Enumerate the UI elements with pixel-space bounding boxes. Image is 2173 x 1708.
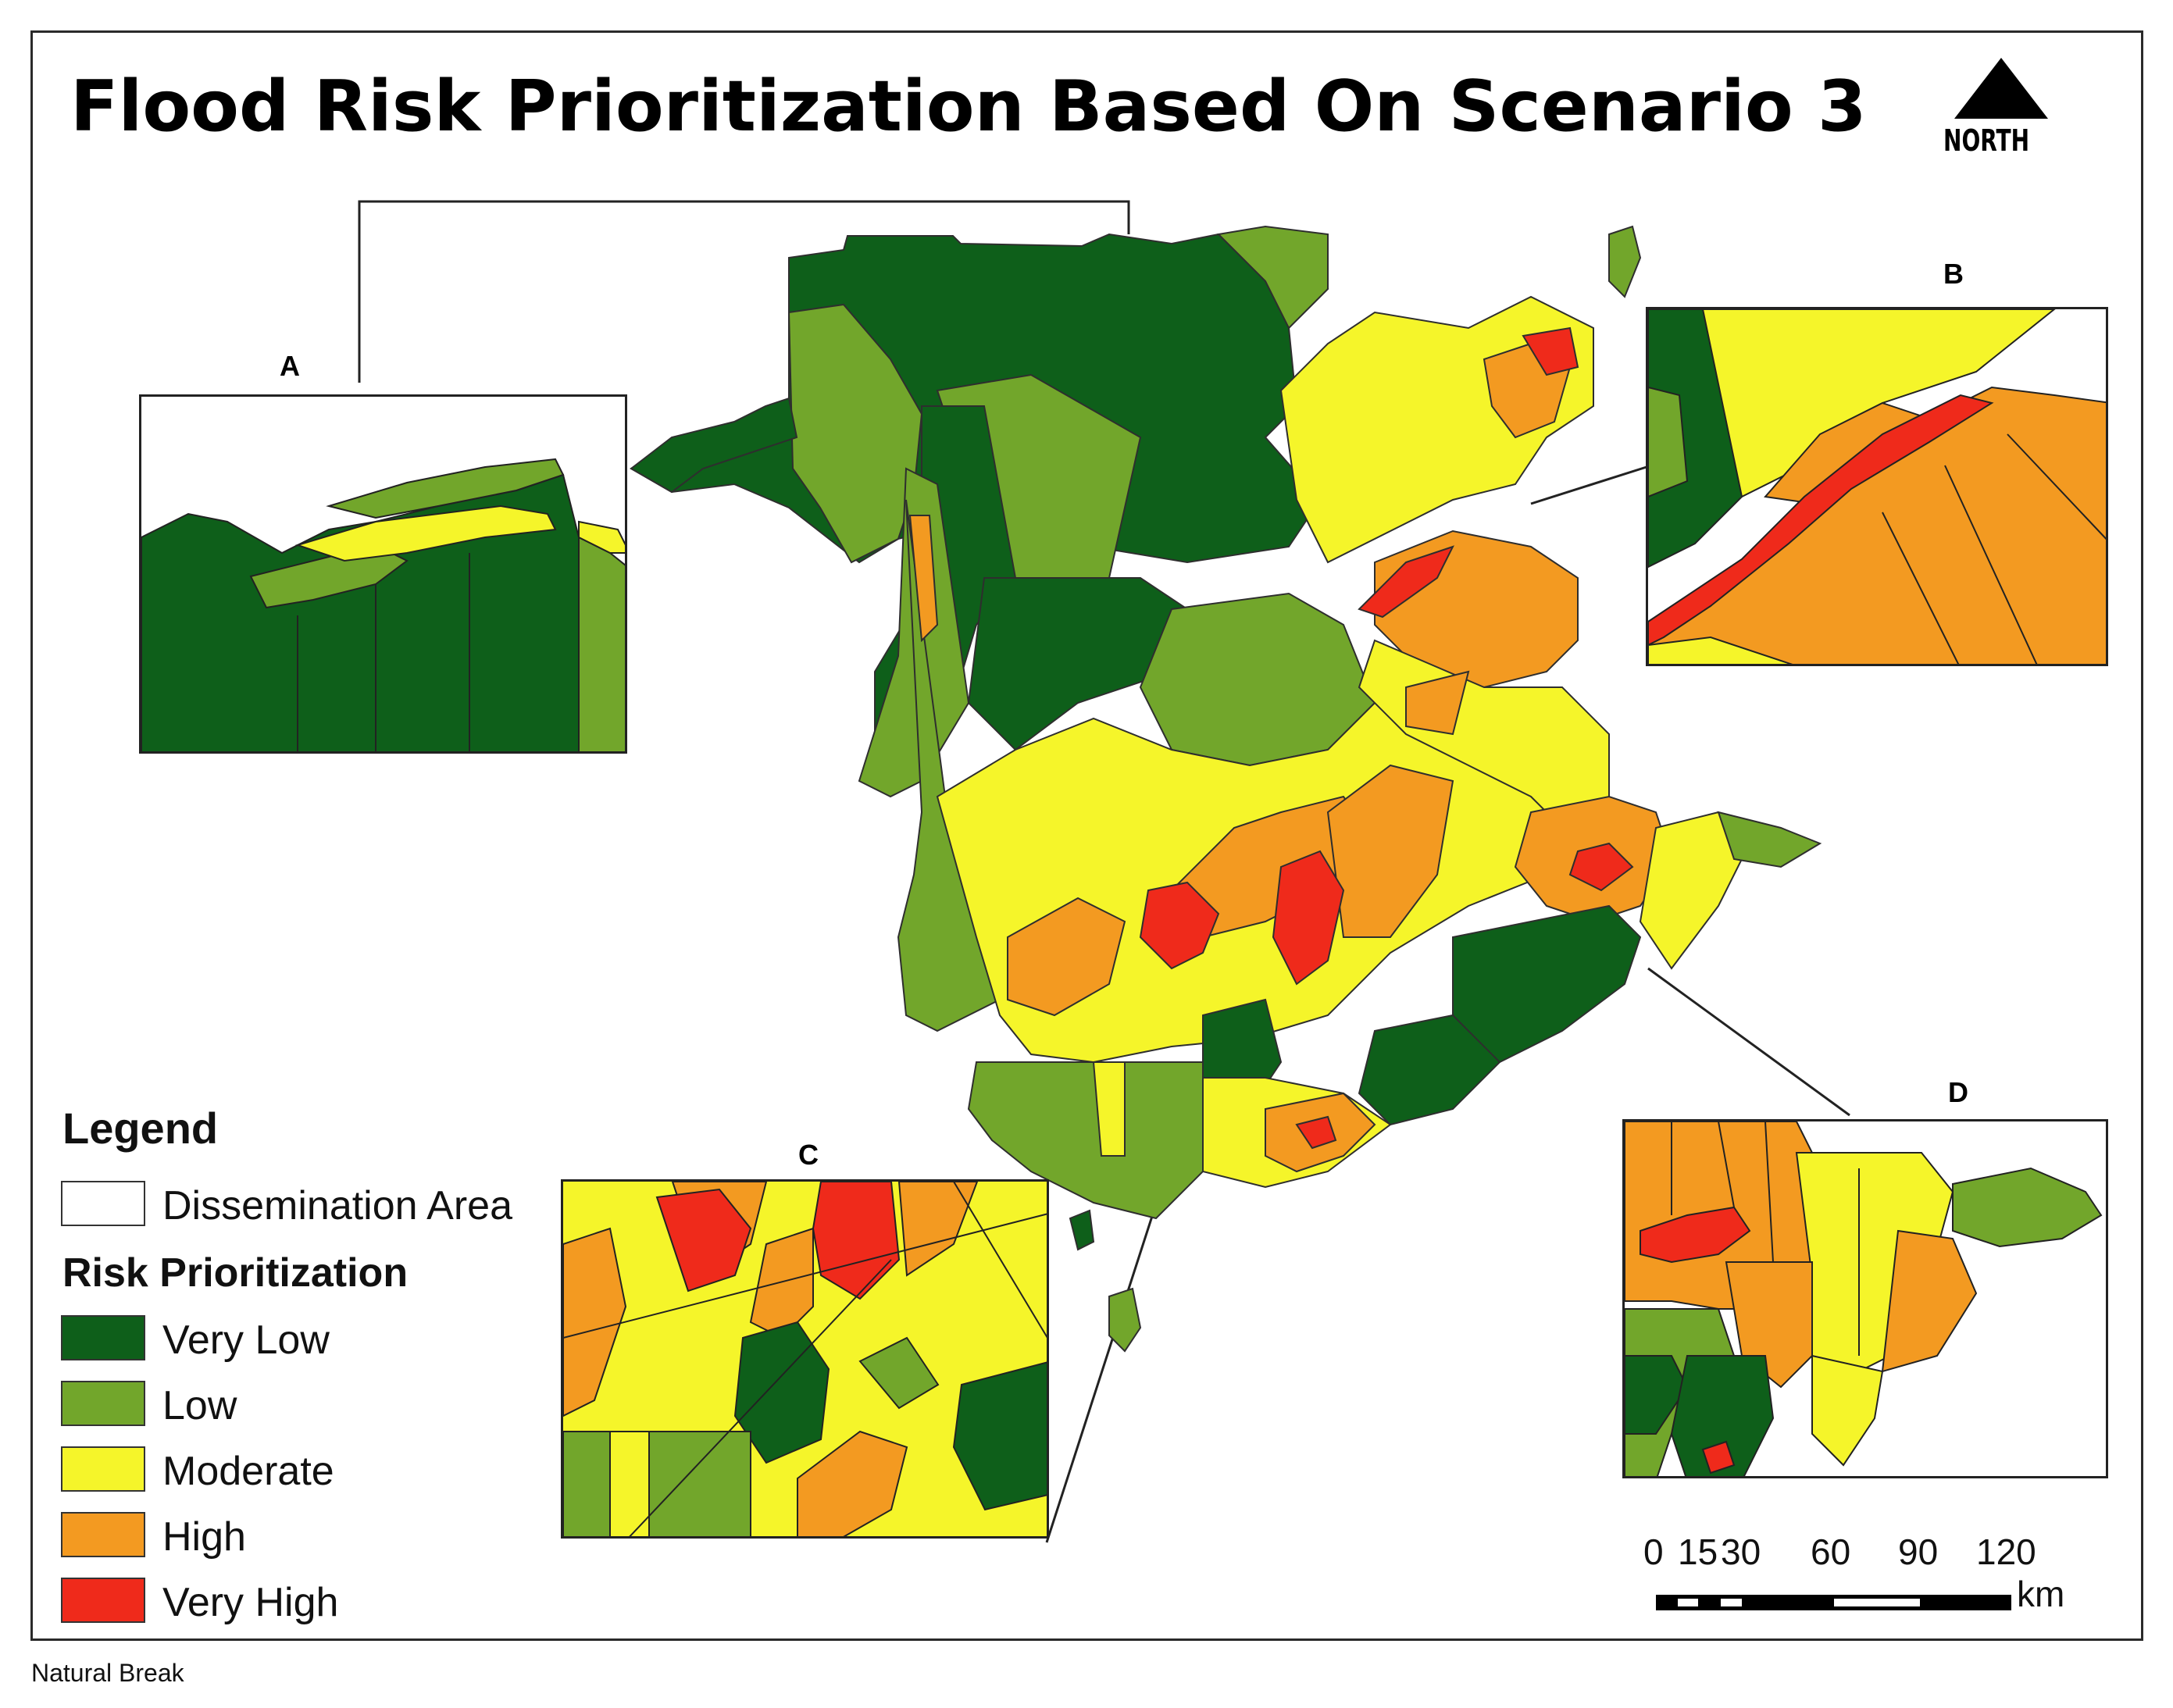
region-mid-high-1 xyxy=(1007,897,1126,1017)
inset-b xyxy=(1646,307,2108,666)
legend-label: Dissemination Area xyxy=(162,1183,512,1228)
legend-swatch-moderate xyxy=(61,1446,145,1492)
north-label: NORTH xyxy=(1943,123,2030,158)
region-campobello-island xyxy=(1069,1209,1095,1251)
region-fredericton-very-high xyxy=(1139,881,1220,970)
scale-tick: 60 xyxy=(1811,1531,1851,1572)
legend-swatch-very-high xyxy=(61,1578,145,1623)
region-southeast-low xyxy=(1717,811,1822,868)
scale-tick: 15 xyxy=(1678,1531,1718,1572)
region-northeast-very-high xyxy=(1522,326,1579,376)
legend-label: Low xyxy=(162,1383,237,1428)
legend-swatch-boundary xyxy=(61,1181,145,1226)
inset-c xyxy=(561,1179,1049,1539)
region-southeast-very-low xyxy=(1452,904,1642,1064)
scale-tick: 30 xyxy=(1721,1531,1761,1572)
legend-label: Very High xyxy=(162,1580,339,1625)
inset-c-label: C xyxy=(798,1139,819,1171)
inset-c-map xyxy=(563,1182,1047,1536)
region-north-low-strip xyxy=(1216,225,1329,330)
inset-a-map xyxy=(141,397,625,751)
legend-swatch-high xyxy=(61,1512,145,1557)
region-moncton-very-high xyxy=(1568,842,1634,892)
map-title: Flood Risk Prioritization Based On Scena… xyxy=(70,66,1867,148)
inset-a-leader xyxy=(358,200,1130,383)
scale-bar xyxy=(1656,1595,2011,1610)
scale-unit: km xyxy=(2017,1574,2065,1614)
inset-b-label: B xyxy=(1943,258,1964,290)
inset-d xyxy=(1622,1119,2108,1478)
region-miscou-island xyxy=(1608,225,1642,298)
legend-label: Very Low xyxy=(162,1318,330,1363)
legend-label: Moderate xyxy=(162,1449,334,1494)
inset-c-leader xyxy=(1045,1155,1173,1543)
region-northwest-peninsula xyxy=(630,397,798,494)
classification-method-note: Natural Break xyxy=(31,1659,184,1687)
inset-b-map xyxy=(1648,309,2106,664)
legend-swatch-very-low xyxy=(61,1315,145,1360)
main-map xyxy=(630,225,1822,1353)
inset-d-leader xyxy=(1647,967,1850,1117)
region-west-border-high xyxy=(908,515,939,643)
region-east-high-2 xyxy=(1405,670,1470,736)
region-east-very-high-strip xyxy=(1358,545,1454,619)
region-saint-john-very-high xyxy=(1295,1115,1337,1150)
region-mid-high-3 xyxy=(1326,764,1454,938)
legend-subtitle: Risk Prioritization xyxy=(62,1250,409,1296)
legend-title: Legend xyxy=(62,1104,219,1153)
region-southwest-moderate xyxy=(1092,1061,1126,1157)
region-central-very-low-2 xyxy=(967,577,1189,751)
inset-a xyxy=(139,394,627,754)
scale-tick: 90 xyxy=(1898,1531,1939,1572)
inset-d-map xyxy=(1625,1121,2106,1476)
region-grand-manan-island xyxy=(1108,1287,1142,1353)
region-south-very-low xyxy=(1358,1014,1501,1126)
scale-tick: 0 xyxy=(1643,1531,1664,1572)
legend-swatch-low xyxy=(61,1381,145,1426)
legend-label: High xyxy=(162,1514,246,1560)
inset-a-label: A xyxy=(280,350,300,382)
region-mid-very-high-2 xyxy=(1272,850,1345,986)
north-arrow-icon xyxy=(1954,58,2048,119)
scale-tick: 120 xyxy=(1976,1531,2036,1572)
inset-d-label: D xyxy=(1948,1076,1968,1108)
inset-b-leader xyxy=(1530,465,1647,505)
